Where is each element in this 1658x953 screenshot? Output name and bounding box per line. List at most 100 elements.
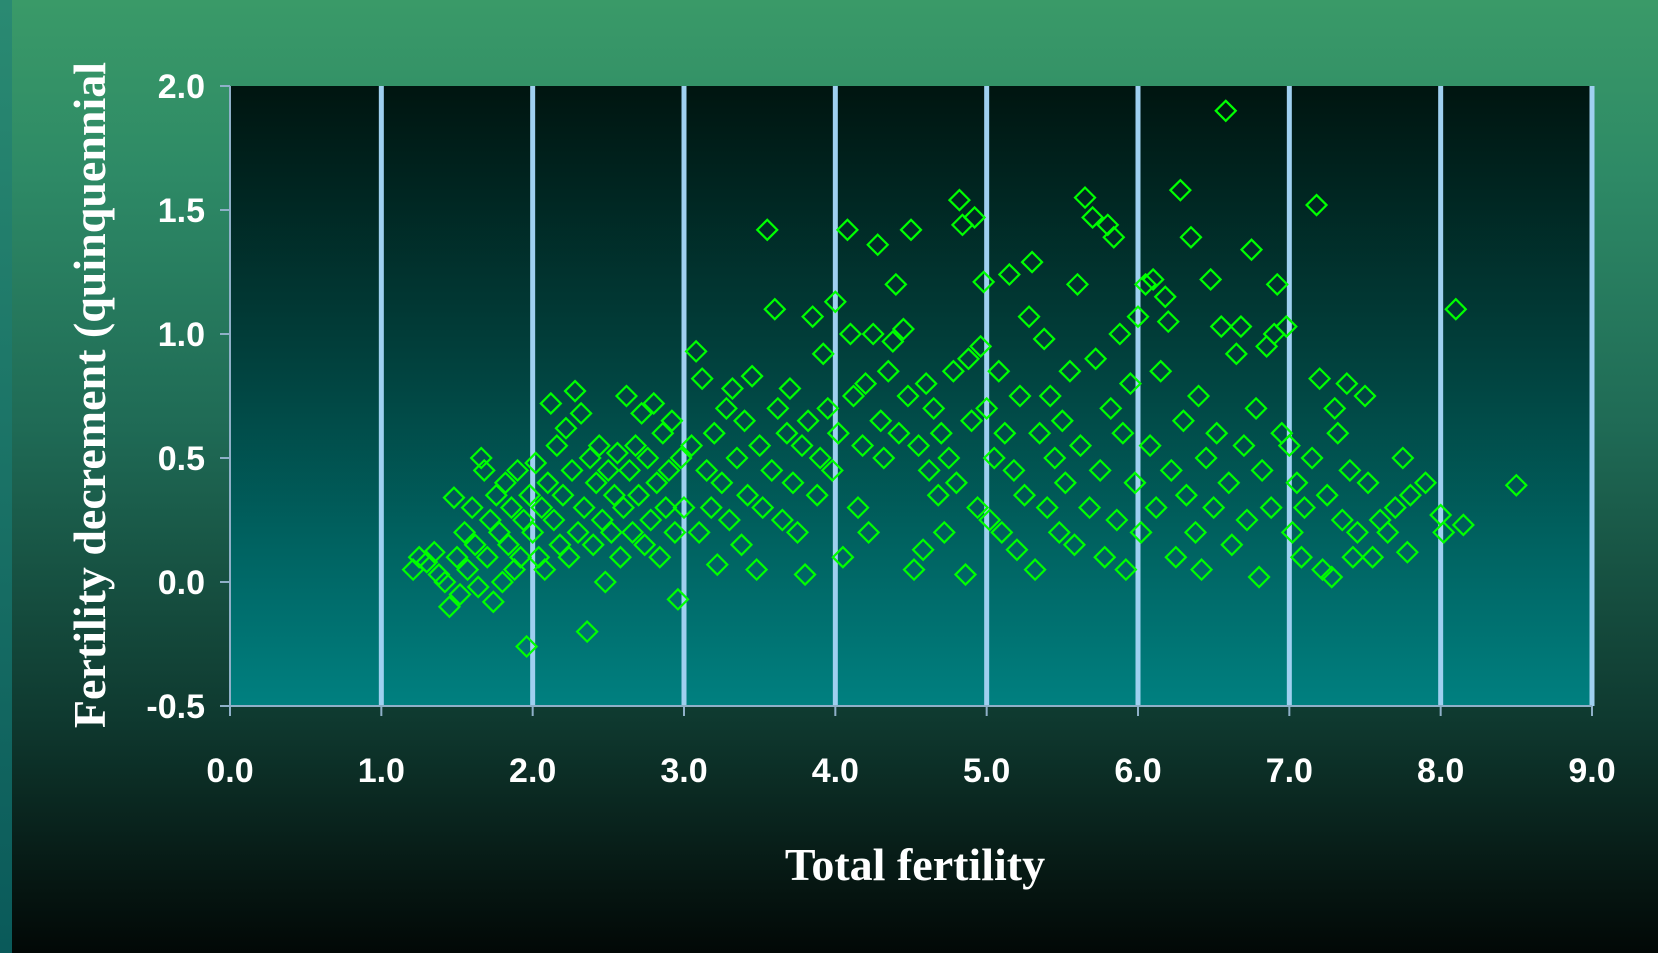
- data-point-0-121: [823, 290, 847, 314]
- data-point-0-45: [560, 458, 584, 482]
- data-point-0-2: [415, 550, 439, 574]
- gridlines: [378, 86, 1595, 706]
- data-point-0-243: [1274, 315, 1298, 339]
- data-point-0-106: [766, 396, 790, 420]
- data-point-0-230: [1224, 342, 1248, 366]
- data-point-0-181: [1043, 446, 1067, 470]
- data-point-0-13: [463, 533, 487, 557]
- x-tick-labels: 0.0 1.0 2.0 3.0 4.0 5.0 6.0 7.0 8.0 9.0: [206, 752, 1615, 790]
- data-point-0-111: [785, 520, 810, 544]
- data-point-0-149: [929, 421, 953, 445]
- data-point-0-245: [1280, 520, 1304, 544]
- data-point-0-176: [1023, 558, 1047, 582]
- data-point-0-228: [1217, 471, 1241, 495]
- data-point-0-79: [663, 520, 687, 544]
- data-point-0-8: [445, 545, 469, 569]
- data-point-0-128: [851, 434, 875, 458]
- data-point-0-103: [755, 218, 779, 242]
- data-point-0-112: [790, 434, 814, 458]
- data-point-0-218: [1179, 225, 1203, 249]
- data-point-0-174: [1017, 305, 1041, 329]
- data-point-0-244: [1277, 434, 1301, 458]
- data-point-0-147: [922, 396, 946, 420]
- data-point-0-233: [1235, 508, 1259, 532]
- data-point-0-152: [941, 359, 965, 383]
- data-point-0-231: [1229, 315, 1253, 339]
- data-point-0-76: [654, 496, 678, 520]
- x-tick-label-4: 4.0: [812, 752, 859, 790]
- data-point-0-203: [1123, 471, 1147, 495]
- slide-left-edge: [0, 0, 12, 953]
- data-point-0-43: [554, 416, 578, 440]
- data-point-0-224: [1202, 496, 1226, 520]
- data-point-0-254: [1320, 565, 1344, 589]
- data-point-0-177: [1028, 421, 1052, 445]
- data-point-0-150: [932, 520, 956, 544]
- data-point-0-161: [969, 334, 993, 358]
- data-point-0-107: [770, 508, 794, 532]
- data-point-0-24: [496, 533, 521, 557]
- data-point-0-191: [1081, 205, 1105, 229]
- data-point-0-27: [505, 458, 530, 482]
- data-point-0-187: [1065, 272, 1090, 296]
- data-point-0-172: [1008, 384, 1032, 408]
- data-point-0-167: [990, 520, 1014, 544]
- data-point-0-58: [599, 520, 623, 544]
- data-point-0-91: [710, 471, 734, 495]
- data-point-0-97: [732, 409, 757, 433]
- data-point-0-31: [518, 483, 542, 507]
- data-point-0-65: [620, 520, 645, 544]
- data-point-0-116: [805, 483, 829, 507]
- data-point-0-137: [884, 272, 908, 296]
- data-point-0-249: [1300, 446, 1324, 470]
- data-point-0-214: [1164, 545, 1188, 569]
- data-point-0-234: [1239, 238, 1264, 262]
- data-point-0-138: [887, 421, 911, 445]
- data-point-0-188: [1068, 434, 1093, 458]
- y-tick-label-2: 1.0: [158, 316, 205, 354]
- data-point-0-192: [1084, 347, 1108, 371]
- data-point-0-17: [475, 545, 499, 569]
- data-point-0-32: [521, 520, 545, 544]
- data-point-0-127: [846, 496, 870, 520]
- data-point-0-258: [1335, 372, 1359, 396]
- data-point-0-180: [1038, 384, 1062, 408]
- data-point-0-78: [660, 409, 684, 433]
- data-point-0-256: [1326, 421, 1350, 445]
- data-point-0-133: [869, 409, 893, 433]
- data-point-0-87: [695, 458, 719, 482]
- data-point-0-124: [835, 218, 859, 242]
- data-point-0-173: [1012, 483, 1037, 507]
- data-point-0-99: [740, 364, 764, 388]
- data-point-0-64: [617, 458, 642, 482]
- data-point-0-236: [1247, 565, 1271, 589]
- data-point-0-126: [841, 384, 866, 408]
- data-point-0-52: [581, 533, 605, 557]
- data-point-0-246: [1285, 471, 1309, 495]
- data-point-0-139: [891, 317, 915, 341]
- data-point-0-140: [896, 384, 920, 408]
- data-point-0-202: [1118, 372, 1142, 396]
- data-point-0-162: [972, 270, 996, 294]
- y-axis-title: Fertility decrement (quinquennial: [64, 62, 115, 728]
- data-point-0-42: [551, 483, 575, 507]
- data-point-0-5: [433, 570, 457, 594]
- data-point-0-88: [699, 496, 723, 520]
- data-point-0-221: [1190, 558, 1214, 582]
- data-point-0-61: [608, 545, 632, 569]
- data-point-0-93: [717, 508, 741, 532]
- data-point-0-113: [793, 563, 817, 587]
- data-point-0-215: [1168, 178, 1192, 202]
- data-point-0-183: [1050, 409, 1074, 433]
- data-point-0-200: [1111, 421, 1135, 445]
- data-point-0-145: [914, 372, 938, 396]
- data-point-0-108: [775, 421, 799, 445]
- data-point-0-136: [881, 329, 905, 353]
- data-point-0-142: [902, 558, 926, 582]
- data-point-0-223: [1199, 267, 1223, 291]
- data-point-0-90: [705, 553, 729, 577]
- data-point-0-194: [1093, 545, 1117, 569]
- data-point-0-9: [448, 582, 472, 606]
- data-point-0-227: [1214, 99, 1238, 123]
- data-point-0-83: [680, 434, 704, 458]
